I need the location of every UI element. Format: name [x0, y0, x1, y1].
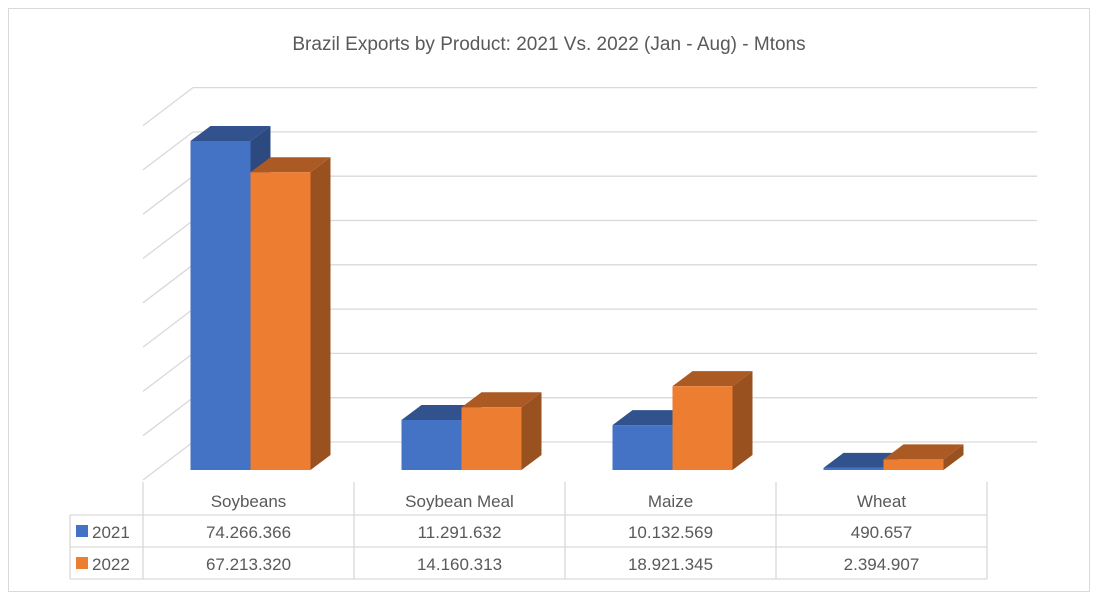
bar-2022-maize — [672, 386, 733, 470]
bar-top — [190, 126, 271, 141]
bar-side — [521, 392, 542, 470]
bar-2021-maize — [612, 425, 673, 470]
bar-2022-wheat — [883, 459, 944, 470]
bar-top — [672, 371, 753, 387]
bar-top — [461, 392, 542, 408]
gridline-side — [142, 87, 194, 127]
chart-title: Brazil Exports by Product: 2021 Vs. 2022… — [292, 34, 805, 55]
bar-top — [250, 157, 331, 173]
bar-side — [310, 157, 331, 470]
gridline-side — [142, 441, 194, 481]
bar-2021-wheat — [823, 467, 884, 470]
table-cell: 10.132.569 — [628, 523, 713, 542]
gridline-side — [142, 131, 194, 171]
table-cell: 67.213.320 — [206, 555, 291, 574]
bar-side — [732, 371, 753, 470]
table-cell: 14.160.313 — [417, 555, 502, 574]
legend-key-2022 — [76, 557, 88, 569]
table-header-wheat: Wheat — [857, 492, 906, 511]
table-cell: 2.394.907 — [844, 555, 920, 574]
legend-label-2021: 2021 — [92, 523, 130, 542]
bar-2021-soybean-meal — [401, 419, 462, 470]
chart-border — [8, 8, 1090, 592]
table-cell: 18.921.345 — [628, 555, 713, 574]
table-header-maize: Maize — [648, 492, 693, 511]
gridline-side — [142, 264, 194, 304]
bar-top — [883, 444, 964, 460]
gridline-side — [142, 175, 194, 215]
table-header-soybeans: Soybeans — [211, 492, 287, 511]
bar-side — [943, 444, 964, 470]
bar-2022-soybean-meal — [461, 407, 522, 470]
table-header-soybean-meal: Soybean Meal — [405, 492, 514, 511]
legend-key-2021 — [76, 525, 88, 537]
gridline-side — [142, 308, 194, 348]
bar-2021-soybeans — [190, 141, 251, 470]
gridline-side — [142, 219, 194, 260]
gridline-side — [142, 352, 194, 392]
gridline-side — [142, 397, 194, 437]
table-cell: 490.657 — [851, 523, 912, 542]
bar-2022-soybeans — [250, 172, 311, 470]
table-cell: 74.266.366 — [206, 523, 291, 542]
table-cell: 11.291.632 — [418, 523, 502, 542]
legend-label-2022: 2022 — [92, 555, 130, 574]
